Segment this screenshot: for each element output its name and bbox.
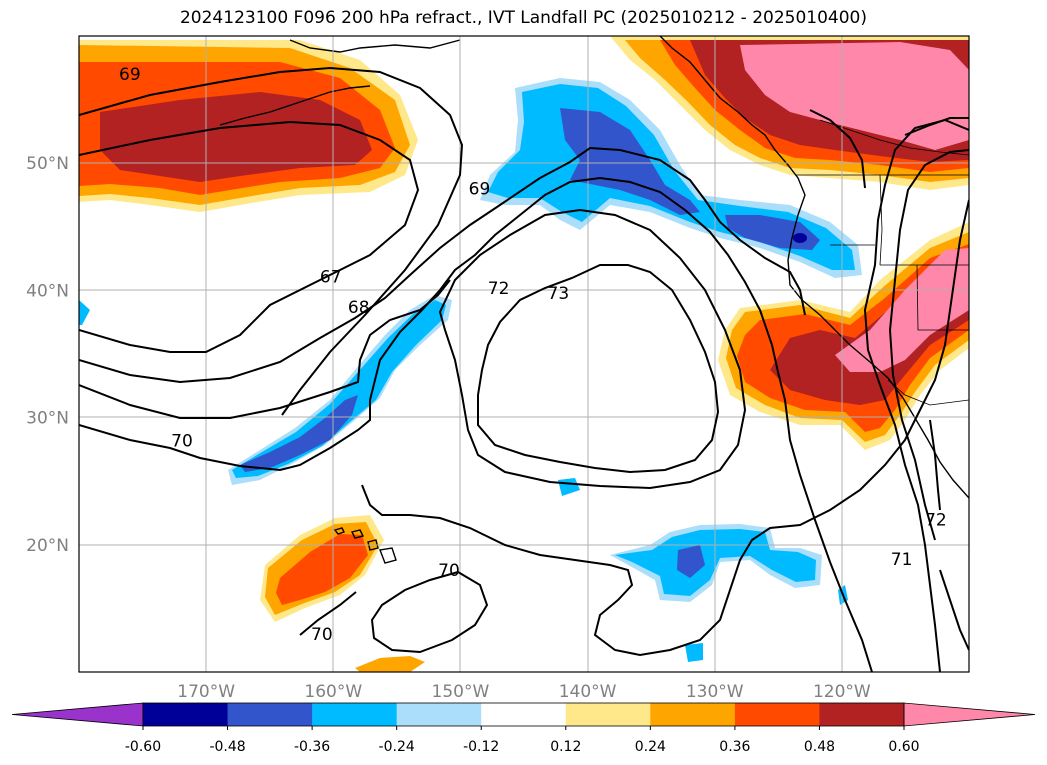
positive-shading-california [718, 222, 969, 450]
contour-label: 68 [348, 298, 370, 318]
contour-label: 69 [119, 65, 141, 85]
negative-shading-gulf [480, 78, 862, 278]
colorbar-tick-labels: -0.60 -0.48 -0.36 -0.24 -0.12 0.12 0.24 0.36 0.4… [125, 739, 920, 755]
colorbar-segment [396, 703, 482, 726]
colorbar-segment [650, 703, 736, 726]
lon-tick-label: 160°W [304, 682, 362, 702]
colorbar-max-extension [903, 702, 1036, 727]
colorbar-min-extension [11, 702, 144, 727]
colorbar-segment [143, 703, 229, 726]
colorbar-segment [819, 703, 905, 726]
colorbar-tick-label: -0.36 [294, 739, 330, 755]
colorbar-tick-label: -0.48 [209, 739, 245, 755]
lon-tick-label: 150°W [432, 682, 490, 702]
colorbar-tick-label: -0.24 [379, 739, 415, 755]
colorbar-segment [227, 703, 313, 726]
longitude-tick-labels: 170°W 160°W 150°W 140°W 130°W 120°W [177, 682, 871, 702]
contour-label: 70 [311, 625, 333, 645]
colorbar-tick-label: 0.36 [719, 739, 750, 755]
colorbar-tick-label: 0.60 [888, 739, 919, 755]
colorbar-tick-label: -0.12 [463, 739, 499, 755]
colorbar-segment [481, 703, 567, 726]
lat-tick-label: 20°N [26, 536, 69, 556]
colorbar-tick-label: 0.24 [635, 739, 666, 755]
lat-tick-label: 40°N [26, 281, 69, 301]
refractivity-contours [79, 66, 969, 672]
colorbar-segment [312, 703, 398, 726]
lon-tick-label: 170°W [177, 682, 235, 702]
latitude-tick-labels: 50°N 40°N 30°N 20°N [26, 154, 69, 556]
colorbar-segment [734, 703, 820, 726]
contour-label: 73 [548, 284, 570, 304]
colorbar-tick-label: -0.60 [125, 739, 161, 755]
colorbar-segment [565, 703, 651, 726]
contour-label: 69 [469, 180, 491, 200]
colorbar-tick-label: 0.12 [550, 739, 581, 755]
map-area: 69 69 67 68 72 73 70 70 70 72 71 [79, 36, 969, 672]
contour-label: 70 [438, 561, 460, 581]
lat-tick-label: 30°N [26, 409, 69, 429]
lon-tick-label: 120°W [813, 682, 871, 702]
contour-label: 70 [171, 431, 193, 451]
contour-label: 67 [320, 267, 342, 287]
contour-labels: 69 69 67 68 72 73 70 70 70 72 71 [119, 65, 947, 645]
contour-label: 72 [488, 279, 510, 299]
lon-tick-label: 130°W [686, 682, 744, 702]
map-frame [78, 35, 970, 673]
lat-tick-label: 50°N [26, 154, 69, 174]
contour-label: 71 [891, 550, 913, 570]
lon-tick-label: 140°W [559, 682, 617, 702]
colorbar-tick-label: 0.48 [804, 739, 835, 755]
contour-label: 72 [925, 510, 947, 530]
colorbar [11, 702, 1036, 730]
coastlines [219, 36, 969, 564]
map-title: 2024123100 F096 200 hPa refract., IVT La… [179, 8, 867, 28]
